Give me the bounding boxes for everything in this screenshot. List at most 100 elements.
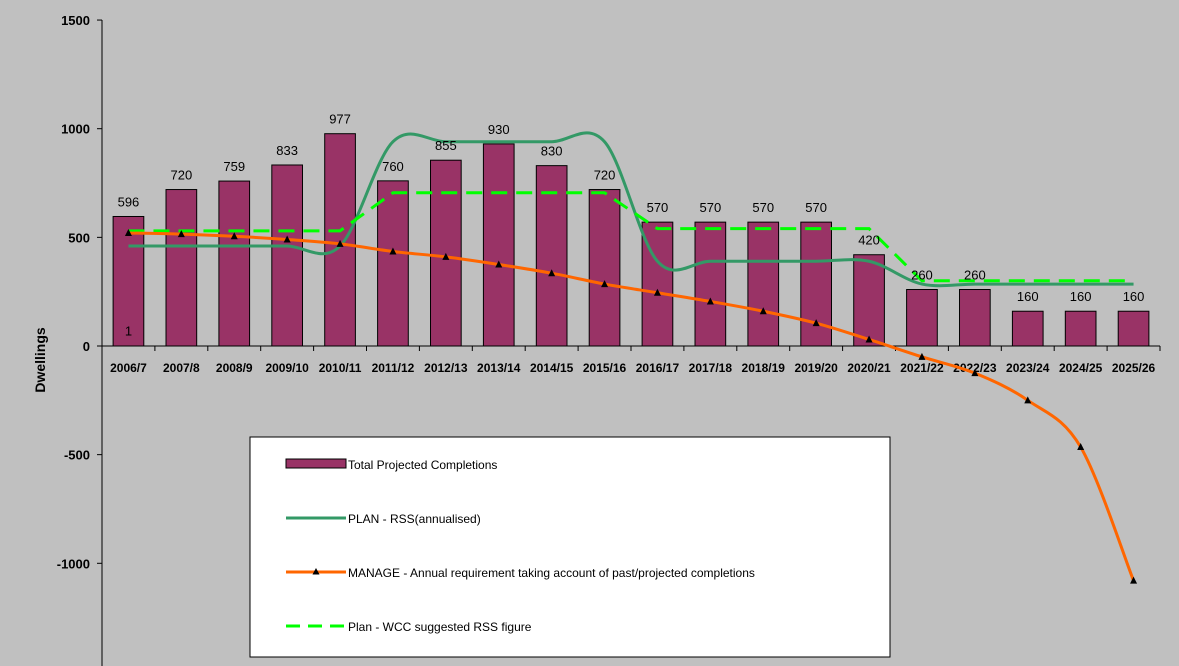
x-tick-label: 2019/20 xyxy=(794,361,838,375)
bar xyxy=(906,289,938,347)
legend-marker-manage xyxy=(312,568,320,575)
manage-marker xyxy=(971,369,979,377)
legend-label-manage: MANAGE - Annual requirement taking accou… xyxy=(348,566,755,580)
x-tick-label: 2006/7 xyxy=(110,361,147,375)
plan-rss-line xyxy=(128,131,1134,288)
x-tick-label: 2020/21 xyxy=(847,361,891,375)
bar-data-label: 759 xyxy=(223,159,245,174)
legend: Total Projected Completions PLAN - RSS(a… xyxy=(249,436,891,658)
bar xyxy=(165,189,198,347)
manage-marker xyxy=(1130,576,1138,584)
bar xyxy=(324,133,356,347)
x-tick-label: 2008/9 xyxy=(216,361,253,375)
bar-data-label: 720 xyxy=(170,168,192,183)
wcc-rss-line xyxy=(128,191,1134,283)
x-tick-label: 2016/17 xyxy=(636,361,680,375)
manage-marker xyxy=(1024,396,1032,404)
bar-data-label: 570 xyxy=(805,200,827,215)
bar-data-label: 760 xyxy=(382,159,404,174)
bar-data-label: 830 xyxy=(541,144,563,159)
manage-marker xyxy=(706,297,714,305)
bar-data-label: 420 xyxy=(858,233,880,248)
x-tick-label: 2023/24 xyxy=(1006,361,1050,375)
x-tick-label: 2015/16 xyxy=(583,361,627,375)
bar xyxy=(218,180,251,347)
x-tick-label: 2024/25 xyxy=(1059,361,1103,375)
x-tick-label: 2013/14 xyxy=(477,361,521,375)
bar-data-label: 720 xyxy=(594,168,616,183)
bar-data-label: 160 xyxy=(1017,289,1039,304)
bar xyxy=(482,143,515,347)
bar xyxy=(535,165,568,347)
manage-marker xyxy=(124,229,132,237)
manage-marker xyxy=(283,235,291,243)
bar xyxy=(1011,310,1044,347)
y-tick-label: -1000 xyxy=(57,556,90,571)
manage-marker xyxy=(918,352,926,360)
bar-data-label: 596 xyxy=(118,194,140,209)
x-tick-label: 2007/8 xyxy=(163,361,200,375)
manage-marker xyxy=(495,260,503,268)
bar xyxy=(1064,310,1097,347)
y-tick-label: -500 xyxy=(64,448,90,463)
bar-data-label: 570 xyxy=(647,200,669,215)
x-tick-label: 2012/13 xyxy=(424,361,468,375)
manage-line xyxy=(128,231,1135,582)
manage-marker xyxy=(548,269,556,277)
y-axis-title: Dwellings xyxy=(32,327,48,393)
bar-data-label: 260 xyxy=(911,268,933,283)
annotation-label: 1 xyxy=(125,323,132,338)
axes: -1500 -1000 -500 0 500 1000 1500 2006/7 2007/8 20… xyxy=(57,13,1161,666)
legend-label-plan-rss: PLAN - RSS(annualised) xyxy=(348,512,481,526)
manage-marker xyxy=(653,288,661,296)
y-tick-label: 1500 xyxy=(61,13,90,28)
bar xyxy=(853,254,885,347)
bar xyxy=(747,221,780,347)
x-tick-label: 2018/19 xyxy=(742,361,786,375)
bar xyxy=(112,215,145,347)
line-series xyxy=(128,131,1135,582)
y-tick-label: 500 xyxy=(68,230,90,245)
bar-data-label: 930 xyxy=(488,122,510,137)
x-tick-label: 2017/18 xyxy=(689,361,733,375)
bar-data-label: 160 xyxy=(1123,289,1145,304)
bar-data-label: 570 xyxy=(752,200,774,215)
x-tick-label: 2014/15 xyxy=(530,361,574,375)
data-labels: 596 720 759 833 977 760 855 930 830 720 570 570 570 5… xyxy=(118,112,1145,339)
x-tick-label: 2021/22 xyxy=(900,361,944,375)
manage-marker xyxy=(389,247,397,255)
bar xyxy=(430,159,462,347)
bar xyxy=(694,221,727,347)
x-tick-label: 2022/23 xyxy=(953,361,997,375)
y-tick-label: 1000 xyxy=(61,122,90,137)
x-tick-label: 2025/26 xyxy=(1112,361,1156,375)
legend-box xyxy=(249,436,891,658)
bar-data-label: 570 xyxy=(699,200,721,215)
bar-data-label: 833 xyxy=(276,143,298,158)
manage-marker xyxy=(1077,443,1085,451)
bar-data-label: 160 xyxy=(1070,289,1092,304)
legend-swatch-completions xyxy=(285,458,347,469)
manage-marker xyxy=(230,232,238,240)
bar xyxy=(1117,310,1150,347)
x-tick-label: 2010/11 xyxy=(319,361,362,375)
manage-marker xyxy=(336,239,344,247)
marker-series xyxy=(124,229,1138,584)
y-tick-label: -1500 xyxy=(57,665,90,666)
y-tick-label: 0 xyxy=(83,339,90,354)
manage-marker xyxy=(442,252,450,260)
manage-marker xyxy=(177,230,185,238)
x-tick-label: 2009/10 xyxy=(265,361,309,375)
manage-marker xyxy=(601,280,609,288)
bar-data-label: 855 xyxy=(435,138,457,153)
bar xyxy=(588,189,621,347)
legend-label-completions: Total Projected Completions xyxy=(348,458,497,472)
manage-marker xyxy=(865,335,873,343)
manage-marker xyxy=(812,319,820,327)
bar xyxy=(377,180,409,347)
legend-label-wcc: Plan - WCC suggested RSS figure xyxy=(348,620,532,634)
bar xyxy=(959,289,991,347)
bar-data-label: 977 xyxy=(329,112,351,127)
x-tick-label: 2011/12 xyxy=(372,361,415,375)
